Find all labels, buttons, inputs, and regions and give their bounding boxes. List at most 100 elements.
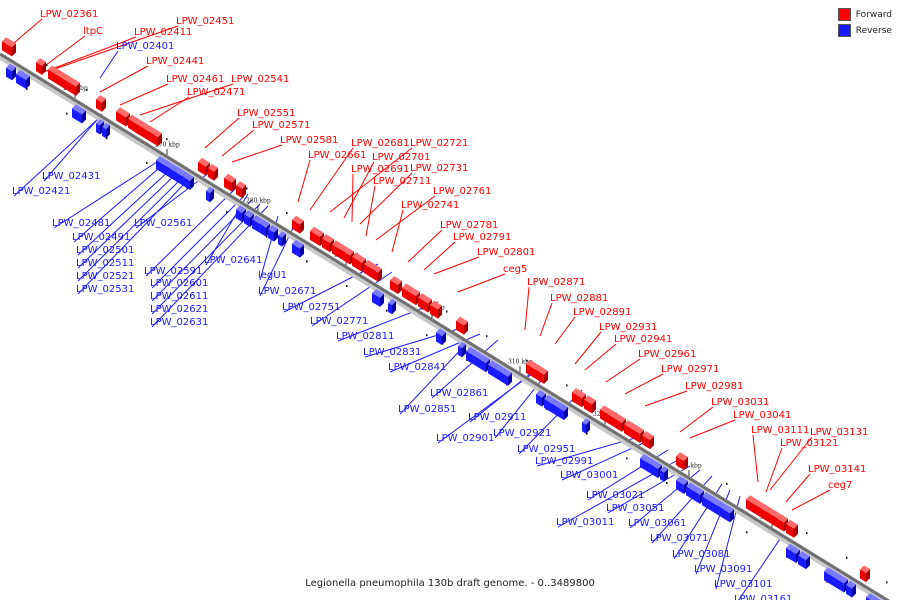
gene-leader-line xyxy=(77,177,191,295)
gene-label: LPW_03011 xyxy=(556,517,614,528)
gene-leader-line xyxy=(785,473,811,503)
spacer-mark xyxy=(106,137,108,140)
gene-leader-line xyxy=(791,489,831,511)
gene-block xyxy=(16,69,30,90)
spacer-mark xyxy=(886,581,888,584)
gene-block xyxy=(552,399,568,421)
gene-leader-line xyxy=(43,36,137,73)
gene-label: LPW_03021 xyxy=(586,490,644,501)
gene-leader-line xyxy=(769,436,813,491)
gene-label: LPW_02421 xyxy=(12,186,70,197)
gene-leader-line xyxy=(457,273,506,293)
reverse-genes xyxy=(6,63,882,600)
gene-label: LPW_02941 xyxy=(614,334,672,345)
gene-leader-line xyxy=(337,301,439,342)
gene-block xyxy=(150,128,162,147)
gene-block xyxy=(584,395,596,414)
gene-label: LPW_02931 xyxy=(599,322,657,333)
gene-block xyxy=(676,452,688,471)
spacer-mark xyxy=(806,532,808,535)
spacer-mark xyxy=(26,88,28,91)
gene-label: LPW_02721 xyxy=(410,138,468,149)
legend: Forward Reverse xyxy=(837,8,892,40)
gene-block xyxy=(860,565,870,583)
gene-leader-line xyxy=(13,117,100,197)
gene-label: LPW_02691 xyxy=(351,164,409,175)
gene-label: LPW_02611 xyxy=(150,291,208,302)
gene-label: LPW_02571 xyxy=(252,120,310,131)
gene-leader-line xyxy=(43,113,103,182)
gene-label: LPW_03031 xyxy=(711,397,769,408)
gene-leader-line xyxy=(365,185,376,237)
gene-leader-line xyxy=(53,159,161,229)
gene-label: LPW_02981 xyxy=(685,381,743,392)
gene-block xyxy=(36,58,46,75)
gene-leader-line xyxy=(391,209,404,253)
gene-block xyxy=(206,186,214,203)
gene-label: LPW_02851 xyxy=(398,404,456,415)
tick-label: 310 kbp xyxy=(508,359,533,366)
gene-block xyxy=(660,466,668,482)
gene-leader-line xyxy=(309,147,354,211)
gene-label: LPW_02671 xyxy=(258,286,316,297)
gene-leader-line xyxy=(574,331,602,365)
gene-block xyxy=(498,366,512,386)
gene-label: LPW_02871 xyxy=(527,277,585,288)
gene-leader-line xyxy=(73,161,167,243)
gene-block xyxy=(642,431,654,450)
label-leader-lines xyxy=(7,18,831,600)
gene-label: LPW_03111 xyxy=(751,425,809,436)
gene-label: LPW_02621 xyxy=(150,304,208,315)
gene-label: LPW_02411 xyxy=(134,27,192,38)
gene-label: LPW_02461 xyxy=(166,74,224,85)
gene-block xyxy=(182,172,194,190)
spacer-mark xyxy=(586,432,588,435)
spacer-mark xyxy=(486,335,488,338)
gene-block xyxy=(268,224,278,242)
spacer-mark xyxy=(286,212,288,215)
gene-block xyxy=(456,316,468,335)
gene-label: LPW_02951 xyxy=(517,444,575,455)
gene-block xyxy=(846,580,856,598)
gene-label: LPW_03141 xyxy=(808,464,866,475)
spacer-mark xyxy=(166,138,168,141)
gene-label: LPW_02831 xyxy=(363,347,421,358)
gene-label: LPW_02441 xyxy=(146,56,204,67)
gene-label: LPW_02891 xyxy=(573,307,631,318)
gene-label: LPW_02591 xyxy=(144,266,202,277)
gene-leader-line xyxy=(119,83,169,106)
gene-block xyxy=(102,122,110,139)
gene-block xyxy=(774,512,788,532)
gene-label: LPW_02711 xyxy=(373,176,431,187)
legend-reverse-label: Reverse xyxy=(855,25,892,36)
gene-leader-line xyxy=(297,159,311,203)
gene-leader-line xyxy=(99,65,149,93)
gene-leader-line xyxy=(77,175,185,282)
gene-block xyxy=(236,181,246,198)
gene-leader-line xyxy=(539,302,553,337)
gene-leader-line xyxy=(375,195,436,241)
gene-leader-line xyxy=(518,389,583,455)
genome-backbone xyxy=(0,52,890,600)
gene-block xyxy=(430,300,442,319)
gene-label: LPW_02781 xyxy=(440,220,498,231)
gene-block xyxy=(260,220,270,237)
gene-label: ceg7 xyxy=(828,480,852,491)
gene-leader-line xyxy=(584,343,617,371)
legend-forward: Forward xyxy=(837,8,892,21)
gene-leader-line xyxy=(283,263,379,313)
gene-label: LPW_02961 xyxy=(638,349,696,360)
gene-block xyxy=(866,593,882,600)
gene-label: LPW_02701 xyxy=(372,152,430,163)
gene-label: LPW_03161 xyxy=(734,594,792,600)
spacer-mark xyxy=(626,457,628,460)
spacer-mark xyxy=(66,112,68,115)
gene-block xyxy=(224,173,236,192)
gene-block xyxy=(96,95,106,112)
gene-label: LPW_03041 xyxy=(733,410,791,421)
gene-block xyxy=(436,328,446,346)
gene-label: LPW_02511 xyxy=(76,258,134,269)
map-caption: Legionella pneumophila 130b draft genome… xyxy=(305,578,595,589)
gene-label: LPW_02881 xyxy=(550,293,608,304)
